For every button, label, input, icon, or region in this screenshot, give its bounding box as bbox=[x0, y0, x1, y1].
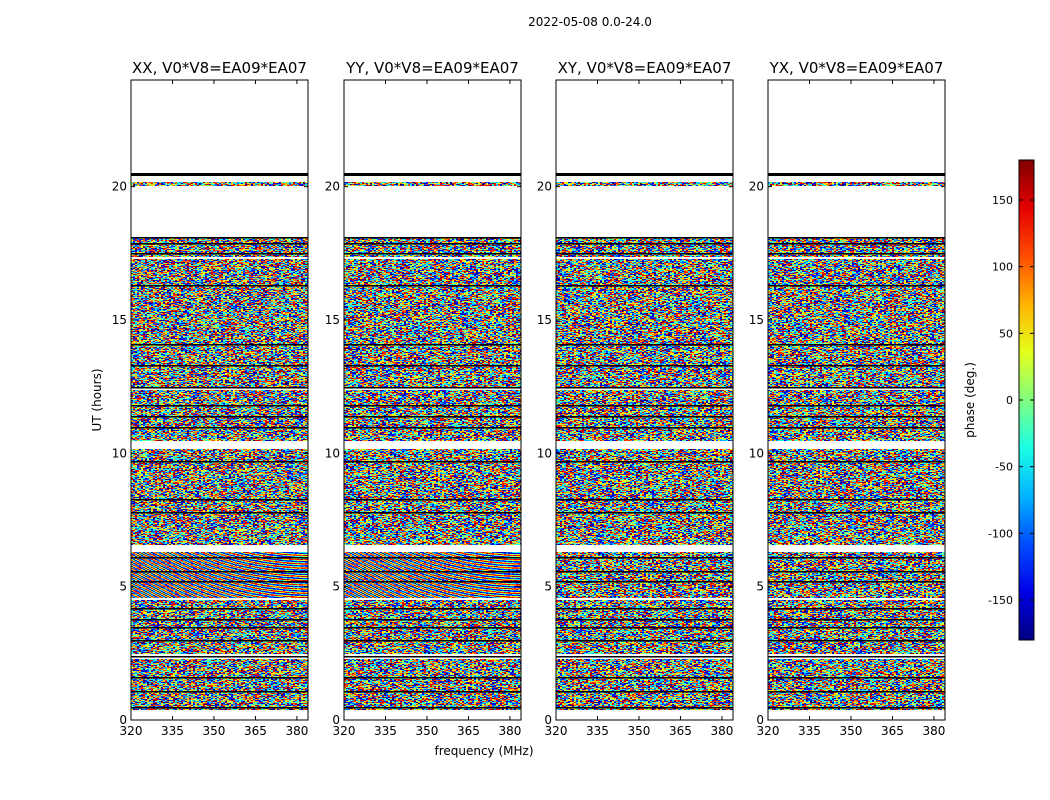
y-tick-label: 0 bbox=[756, 713, 764, 727]
y-tick-label: 5 bbox=[756, 580, 764, 594]
x-tick-label: 380 bbox=[710, 724, 733, 738]
x-tick-label: 365 bbox=[881, 724, 904, 738]
y-tick-label: 10 bbox=[112, 446, 127, 460]
y-tick-label: 15 bbox=[537, 313, 552, 327]
y-tick-label: 5 bbox=[119, 580, 127, 594]
x-axis-label: frequency (MHz) bbox=[434, 744, 533, 758]
x-tick-label: 335 bbox=[586, 724, 609, 738]
y-axis-label: UT (hours) bbox=[90, 368, 104, 431]
y-tick-label: 0 bbox=[332, 713, 340, 727]
x-tick-label: 335 bbox=[798, 724, 821, 738]
y-tick-label: 20 bbox=[749, 180, 764, 194]
x-tick-label: 365 bbox=[669, 724, 692, 738]
x-tick-label: 380 bbox=[922, 724, 945, 738]
x-tick-label: 335 bbox=[161, 724, 184, 738]
heatmap-image bbox=[344, 80, 521, 720]
x-tick-label: 350 bbox=[416, 724, 439, 738]
x-tick-label: 320 bbox=[757, 724, 780, 738]
y-tick-label: 15 bbox=[112, 313, 127, 327]
panel-title: XX, V0*V8=EA09*EA07 bbox=[132, 59, 307, 77]
colorbar-tick-label: -150 bbox=[988, 594, 1013, 607]
colorbar-tick-label: 0 bbox=[1006, 394, 1013, 407]
heatmap-image bbox=[131, 80, 308, 720]
y-tick-label: 15 bbox=[749, 313, 764, 327]
heatmap-image bbox=[768, 80, 945, 720]
colorbar-tick-label: -100 bbox=[988, 527, 1013, 540]
y-tick-label: 5 bbox=[544, 580, 552, 594]
y-tick-label: 0 bbox=[544, 713, 552, 727]
x-tick-label: 380 bbox=[285, 724, 308, 738]
x-tick-label: 365 bbox=[244, 724, 267, 738]
colorbar-tick-label: 50 bbox=[999, 327, 1013, 340]
y-tick-label: 10 bbox=[749, 446, 764, 460]
x-tick-label: 350 bbox=[840, 724, 863, 738]
x-tick-label: 320 bbox=[120, 724, 143, 738]
x-tick-label: 320 bbox=[333, 724, 356, 738]
x-tick-label: 380 bbox=[498, 724, 521, 738]
heatmap-image bbox=[556, 80, 733, 720]
y-tick-label: 15 bbox=[325, 313, 340, 327]
y-tick-label: 0 bbox=[119, 713, 127, 727]
y-tick-label: 10 bbox=[325, 446, 340, 460]
colorbar-label: phase (deg.) bbox=[963, 362, 977, 438]
x-tick-label: 335 bbox=[374, 724, 397, 738]
x-tick-label: 365 bbox=[457, 724, 480, 738]
colorbar-tick-label: 150 bbox=[992, 194, 1013, 207]
x-tick-label: 350 bbox=[203, 724, 226, 738]
y-tick-label: 20 bbox=[537, 180, 552, 194]
y-tick-label: 20 bbox=[112, 180, 127, 194]
panel-frame bbox=[555, 79, 734, 721]
panel-frame bbox=[130, 79, 309, 721]
panel-frame bbox=[767, 79, 946, 721]
panel-frame bbox=[343, 79, 522, 721]
x-tick-label: 320 bbox=[545, 724, 568, 738]
figure-title: 2022-05-08 0.0-24.0 bbox=[528, 15, 652, 29]
y-tick-label: 10 bbox=[537, 446, 552, 460]
panel-title: XY, V0*V8=EA09*EA07 bbox=[558, 59, 732, 77]
panel-title: YX, V0*V8=EA09*EA07 bbox=[769, 59, 944, 77]
colorbar-tick-label: -50 bbox=[995, 461, 1013, 474]
panel-title: YY, V0*V8=EA09*EA07 bbox=[345, 59, 519, 77]
y-tick-label: 5 bbox=[332, 580, 340, 594]
colorbar-tick-label: 100 bbox=[992, 261, 1013, 274]
y-tick-label: 20 bbox=[325, 180, 340, 194]
x-tick-label: 350 bbox=[628, 724, 651, 738]
